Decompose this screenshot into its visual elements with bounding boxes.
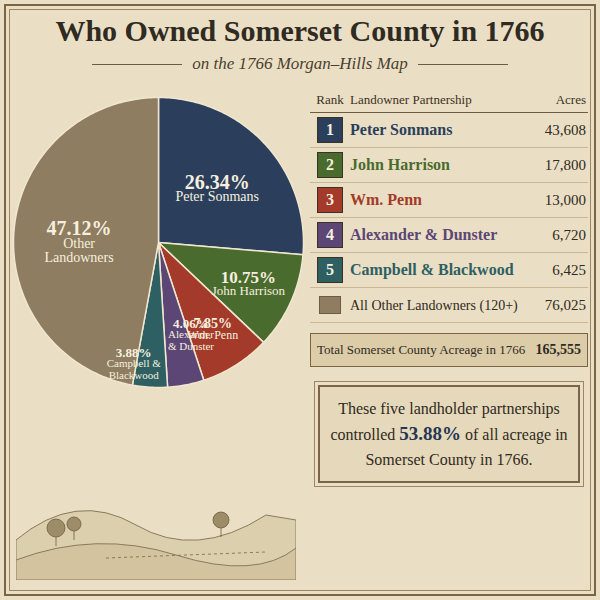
html-text:165,555: 165,555	[535, 342, 581, 357]
html-text:All Other Landowners (120+): All Other Landowners (120+)	[350, 298, 518, 313]
html-text:6,425: 6,425	[552, 261, 586, 278]
svg-text:John Harrison: John Harrison	[212, 283, 286, 298]
html-text:Campbell & Blackwood: Campbell & Blackwood	[350, 261, 514, 278]
html-text:Who Owned Somerset County in 1: Who Owned Somerset County in 1766	[55, 14, 545, 47]
html-text:on the 1766 Morgan–Hills Map: on the 1766 Morgan–Hills Map	[192, 54, 408, 73]
html-text:3: 3	[326, 191, 334, 208]
html-text:17,800: 17,800	[544, 156, 586, 173]
html-text:1: 1	[326, 121, 334, 138]
html-text:Landowner Partnership: Landowner Partnership	[350, 92, 472, 107]
svg-text:3.88%: 3.88%	[115, 344, 152, 360]
html-text:43,608: 43,608	[544, 121, 586, 138]
svg-text:26.34%: 26.34%	[184, 170, 250, 193]
svg-text:Alexander& Dunster: Alexander& Dunster	[168, 328, 214, 352]
html-text:13,000: 13,000	[544, 191, 586, 208]
html-text:John Harrison: John Harrison	[350, 156, 450, 173]
svg-text:4.06%: 4.06%	[173, 315, 209, 331]
html-text:Wm. Penn: Wm. Penn	[350, 191, 422, 208]
svg-text:Campbell &Blackwood: Campbell &Blackwood	[107, 357, 162, 381]
html-text:These five landholder partners: These five landholder partnerships contr…	[330, 400, 568, 468]
html-text:4: 4	[326, 226, 334, 243]
html-text:76,025: 76,025	[544, 296, 586, 313]
html-text:Acres: Acres	[555, 92, 586, 107]
svg-text:OtherLandowners: OtherLandowners	[44, 236, 113, 266]
html-text:Total Somerset County Acreage: Total Somerset County Acreage in 1766	[317, 342, 526, 357]
html-text:Alexander & Dunster: Alexander & Dunster	[350, 226, 498, 243]
html-text:Rank: Rank	[316, 92, 344, 107]
svg-text:10.75%: 10.75%	[220, 267, 277, 287]
svg-text:47.12%: 47.12%	[46, 217, 112, 240]
html-text:Peter Sonmans: Peter Sonmans	[350, 121, 453, 138]
html-text:2: 2	[326, 156, 334, 173]
svg-text:Peter Sonmans: Peter Sonmans	[175, 189, 259, 204]
html-text:6,720: 6,720	[552, 226, 586, 243]
html-text:5: 5	[326, 261, 334, 278]
